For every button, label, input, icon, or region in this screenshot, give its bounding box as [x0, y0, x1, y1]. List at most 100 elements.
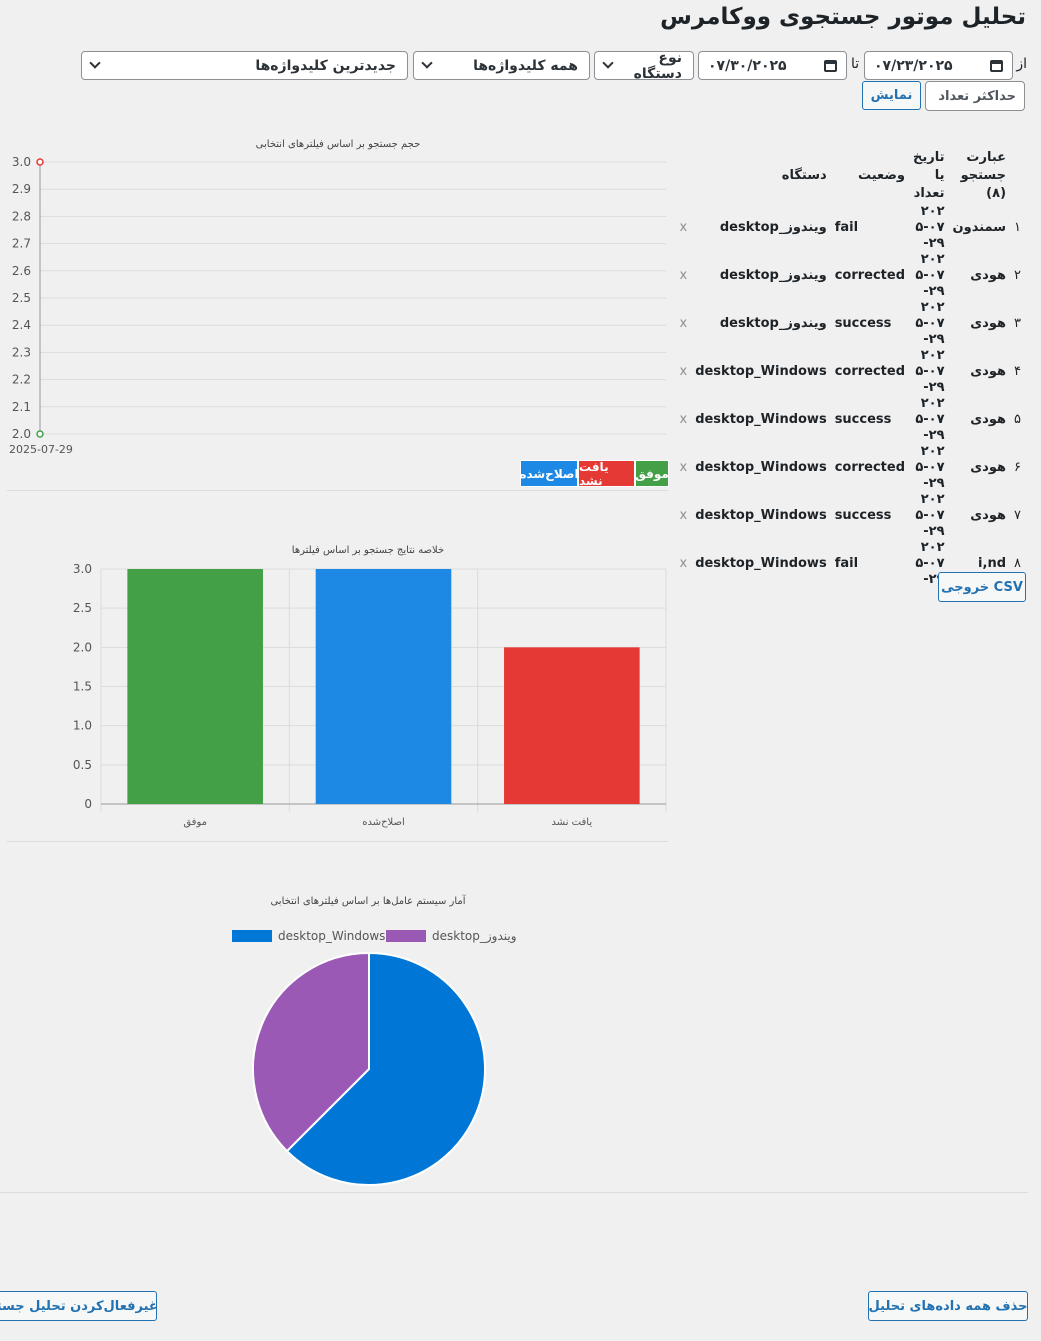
cell-status: fail [834, 556, 859, 571]
delete-row-button[interactable]: x [679, 220, 688, 235]
cell-num: ۵ [1014, 412, 1021, 427]
col-header-status: وضعیت [857, 168, 906, 183]
table-header-row: عبارت جستجو (۸) تاریخ یا تعداد وضعیت دست… [675, 148, 1025, 204]
cell-num: ۲ [1014, 268, 1021, 283]
pie-slice [252, 951, 370, 1153]
line-y-tick: 2.9 [12, 182, 31, 196]
pie-legend-windows: desktop_Windows [232, 929, 385, 943]
delete-all-data-button[interactable]: حذف همه داده‌های تحلیل [868, 1291, 1028, 1321]
from-label: از [1016, 56, 1027, 72]
bar-y-tick: 2.5 [73, 601, 92, 615]
from-date-input[interactable]: ۰۷/۲۳/۲۰۲۵ [864, 51, 1013, 80]
table-row: ۶ هودی ۲۰۲۵-۰۷-۲۹ corrected desktop_Windows x [675, 444, 1025, 492]
show-button[interactable]: نمایش [862, 81, 921, 110]
cell-num: ۷ [1014, 508, 1021, 523]
legend-swatch [386, 930, 426, 942]
cell-device: desktop_ویندوز [719, 316, 827, 331]
legend-label: desktop_ویندوز [432, 929, 517, 943]
cell-date: ۲۰۲۵-۰۷-۲۹ [915, 396, 945, 443]
divider [7, 490, 668, 491]
delete-row-button[interactable]: x [679, 316, 688, 331]
keywords-select-value: همه کلیدواژه‌ها [473, 57, 578, 74]
cell-status: corrected [834, 364, 906, 379]
line-y-tick: 2.1 [12, 400, 31, 414]
sort-select[interactable]: جدیدترین کلیدواژه‌ها [81, 51, 408, 80]
cell-device: desktop_Windows [695, 556, 827, 571]
line-y-tick: 2.5 [12, 291, 31, 305]
table-row: ۸ i,nd ۲۰۲۵-۰۷-۲۹ fail desktop_Windows x [675, 540, 1025, 588]
table-row: ۲ هودی ۲۰۲۵-۰۷-۲۹ corrected desktop_ویندوز x [675, 252, 1025, 300]
delete-row-button[interactable]: x [679, 412, 688, 427]
table-row: ۱ سمندون ۲۰۲۵-۰۷-۲۹ fail desktop_ویندوز x [675, 204, 1025, 252]
line-y-tick: 2.8 [12, 209, 31, 223]
device-type-select-value: نوع دستگاه [633, 49, 682, 82]
to-date-input[interactable]: ۰۷/۳۰/۲۰۲۵ [698, 51, 847, 80]
bar-y-tick: 0.5 [73, 758, 92, 772]
calendar-icon[interactable] [824, 59, 837, 72]
max-count-input[interactable]: حداکثر تعداد [925, 81, 1025, 111]
cell-device: desktop_ویندوز [719, 268, 827, 283]
table-row: ۷ هودی ۲۰۲۵-۰۷-۲۹ success desktop_Windows x [675, 492, 1025, 540]
cell-status: success [834, 316, 892, 331]
calendar-icon[interactable] [990, 59, 1003, 72]
disable-analytics-button[interactable]: غیرفعال‌کردن تحلیل جستجو [0, 1291, 158, 1321]
cell-device: desktop_Windows [695, 460, 827, 475]
delete-row-button[interactable]: x [679, 364, 688, 379]
from-date-value: ۰۷/۲۳/۲۰۲۵ [874, 57, 953, 74]
col-header-num [1010, 148, 1025, 204]
col-header-device: دستگاه [781, 168, 827, 183]
delete-row-button[interactable]: x [679, 268, 688, 283]
cell-device: desktop_Windows [695, 364, 827, 379]
line-y-tick: 2.0 [12, 427, 31, 441]
to-label: تا [851, 56, 860, 72]
results-table: عبارت جستجو (۸) تاریخ یا تعداد وضعیت دست… [675, 148, 1025, 588]
bar-x-tick: اصلاح‌شده [362, 817, 405, 828]
line-y-tick: 2.3 [12, 345, 31, 359]
line-point [36, 430, 44, 438]
cell-num: ۸ [1014, 556, 1021, 571]
bar-x-tick: موفق [183, 817, 207, 828]
cell-term: سمندون [952, 220, 1007, 235]
cell-date: ۲۰۲۵-۰۷-۲۹ [915, 252, 945, 299]
table-row: ۴ هودی ۲۰۲۵-۰۷-۲۹ corrected desktop_Windows x [675, 348, 1025, 396]
col-header-date: تاریخ یا تعداد [913, 150, 945, 201]
bar-y-tick: 0 [84, 797, 92, 811]
bar-y-tick: 1.5 [73, 680, 92, 694]
col-header-action [675, 148, 691, 204]
cell-date: ۲۰۲۵-۰۷-۲۹ [915, 444, 945, 491]
delete-row-button[interactable]: x [679, 508, 688, 523]
cell-num: ۳ [1014, 316, 1021, 331]
bar [127, 569, 263, 804]
line-chart-x-tick: 2025-07-29 [9, 443, 73, 456]
bar [315, 569, 452, 804]
delete-row-button[interactable]: x [679, 556, 688, 571]
cell-date: ۲۰۲۵-۰۷-۲۹ [915, 348, 945, 395]
legend-label: desktop_Windows [278, 929, 386, 943]
cell-term: هودی [970, 508, 1007, 523]
badge-success: موفق [635, 460, 669, 487]
delete-row-button[interactable]: x [679, 460, 688, 475]
keywords-select[interactable]: همه کلیدواژه‌ها [413, 51, 590, 80]
pie-legend-windows-fa: desktop_ویندوز [386, 929, 517, 943]
line-chart-title: حجم جستجو بر اساس فیلترهای انتخابی [255, 139, 421, 150]
page-title: تحلیل موتور جستجوی ووکامرس [660, 4, 1026, 30]
cell-num: ۱ [1014, 220, 1021, 235]
table-row: ۳ هودی ۲۰۲۵-۰۷-۲۹ success desktop_ویندوز x [675, 300, 1025, 348]
badge-corrected: اصلاح‌شده [519, 460, 579, 487]
bar-y-tick: 2.0 [73, 640, 92, 654]
csv-export-button[interactable]: خروجی CSV [938, 572, 1026, 602]
col-header-term: عبارت جستجو (۸) [960, 150, 1007, 201]
bar [504, 647, 640, 804]
device-type-select[interactable]: نوع دستگاه [594, 49, 694, 82]
cell-term: هودی [970, 460, 1007, 475]
cell-num: ۴ [1014, 364, 1021, 379]
cell-status: success [834, 412, 892, 427]
to-date-value: ۰۷/۳۰/۲۰۲۵ [708, 57, 787, 74]
cell-device: desktop_Windows [695, 508, 827, 523]
cell-status: success [834, 508, 892, 523]
cell-term: i,nd [978, 556, 1007, 571]
line-chart: 3.0 2.9 2.8 2.7 2.6 2.5 2.4 2.3 2.2 2.1 2.0 [12, 155, 666, 441]
divider [7, 841, 668, 842]
bar-chart-title: خلاصه نتایج جستجو بر اساس فیلترها [291, 545, 445, 556]
cell-term: هودی [970, 364, 1007, 379]
